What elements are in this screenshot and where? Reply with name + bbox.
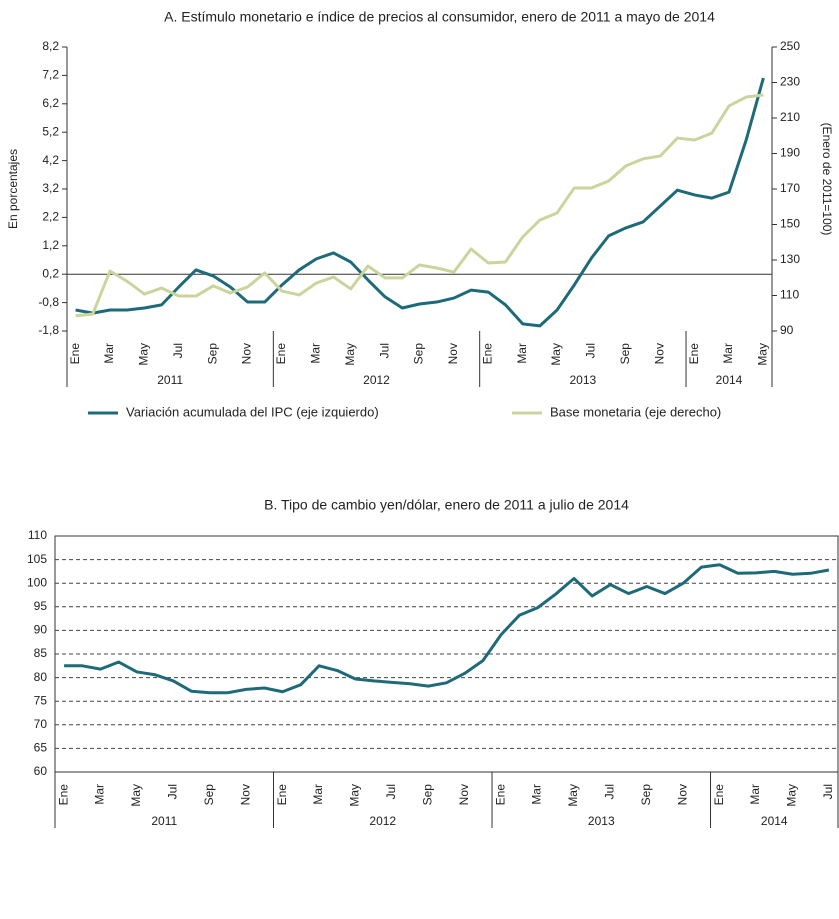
- y2-tick-label: 90: [780, 323, 794, 337]
- x-tick-label: Nov: [240, 343, 254, 364]
- group-label: 2014: [716, 373, 743, 387]
- y-tick-label: 4,2: [42, 153, 59, 167]
- y2-tick-label: 210: [780, 110, 800, 124]
- x-tick-label: May: [137, 343, 151, 366]
- group-label: 2011: [151, 814, 177, 828]
- y-tick-label: 95: [34, 599, 48, 613]
- x-tick-label: Mar: [530, 784, 544, 805]
- y-tick-label: 7,2: [42, 68, 59, 82]
- x-tick-label: Ene: [275, 784, 289, 806]
- x-tick-label: May: [348, 784, 362, 807]
- x-tick-label: Mar: [748, 784, 762, 805]
- x-tick-label: Nov: [675, 784, 689, 805]
- group-label: 2013: [570, 373, 597, 387]
- x-tick-label: Mar: [309, 343, 323, 364]
- chart-title: A. Estímulo monetario e índice de precio…: [164, 9, 715, 25]
- y2-tick-label: 230: [780, 75, 800, 89]
- x-tick-label: Ene: [712, 784, 726, 806]
- x-tick-label: Jul: [584, 343, 598, 358]
- group-label: 2012: [363, 373, 390, 387]
- x-tick-label: Jul: [171, 343, 185, 358]
- y-tick-label: 75: [34, 693, 48, 707]
- y2-tick-label: 130: [780, 252, 800, 266]
- x-tick-label: Jul: [166, 784, 180, 799]
- x-tick-label: May: [756, 343, 770, 366]
- x-tick-label: Nov: [446, 343, 460, 364]
- group-label: 2011: [157, 373, 183, 387]
- group-label: 2013: [588, 814, 615, 828]
- series-line: [64, 563, 830, 695]
- x-tick-label: Nov: [652, 343, 666, 364]
- x-tick-label: Sep: [202, 784, 216, 806]
- x-tick-label: Ene: [274, 343, 288, 365]
- x-tick-label: Sep: [420, 784, 434, 806]
- y2-tick-label: 190: [780, 146, 800, 160]
- y-tick-label: 8,2: [42, 39, 59, 53]
- x-tick-label: Ene: [687, 343, 701, 365]
- y-tick-label: 105: [27, 552, 47, 566]
- x-tick-label: Mar: [311, 784, 325, 805]
- x-tick-label: May: [566, 784, 580, 807]
- y-tick-label: 1,2: [42, 238, 59, 252]
- x-tick-label: Mar: [93, 784, 107, 805]
- x-tick-label: Sep: [639, 784, 653, 806]
- x-tick-label: Sep: [205, 343, 219, 365]
- x-tick-label: May: [343, 343, 357, 366]
- y-tick-label: 0,2: [42, 266, 59, 280]
- y-tick-label: 2,2: [42, 210, 59, 224]
- x-tick-label: Mar: [102, 343, 116, 364]
- x-tick-label: Ene: [480, 343, 494, 365]
- x-tick-label: May: [785, 784, 799, 807]
- legend-label: Variación acumulada del IPC (eje izquier…: [126, 404, 379, 419]
- x-tick-label: May: [549, 343, 563, 366]
- y-tick-label: 80: [34, 670, 48, 684]
- legend-label: Base monetaria (eje derecho): [550, 404, 721, 419]
- x-tick-label: Ene: [56, 784, 70, 806]
- x-tick-label: Sep: [412, 343, 426, 365]
- y2-tick-label: 110: [780, 288, 799, 302]
- x-tick-label: Mar: [515, 343, 529, 364]
- x-tick-label: Jul: [377, 343, 391, 358]
- y-tick-label: 60: [34, 764, 48, 778]
- series-line: [75, 93, 764, 318]
- y-tick-label: 100: [27, 575, 47, 589]
- x-tick-label: Ene: [68, 343, 82, 365]
- y2-tick-label: 170: [780, 181, 800, 195]
- chart-title: B. Tipo de cambio yen/dólar, enero de 20…: [264, 497, 629, 513]
- y-tick-label: 65: [34, 741, 48, 755]
- series-line: [75, 77, 765, 328]
- y-tick-label: 90: [34, 623, 48, 637]
- group-label: 2014: [761, 814, 788, 828]
- x-tick-label: Jul: [821, 784, 835, 799]
- x-tick-label: May: [129, 784, 143, 807]
- x-tick-label: Jul: [384, 784, 398, 799]
- y-tick-label: -0,8: [38, 295, 59, 309]
- y2-axis-label: (Enero de 2011=100): [820, 123, 834, 236]
- x-tick-label: Nov: [457, 784, 471, 805]
- y-tick-label: -1,8: [38, 323, 59, 337]
- x-tick-label: Jul: [603, 784, 617, 799]
- y2-tick-label: 150: [780, 217, 800, 231]
- y-tick-label: 70: [34, 717, 48, 731]
- y-tick-label: 110: [28, 528, 47, 542]
- y-tick-label: 6,2: [42, 96, 59, 110]
- y-axis-label: En porcentajes: [6, 149, 20, 229]
- y-tick-label: 5,2: [42, 124, 59, 138]
- x-tick-label: Sep: [618, 343, 632, 365]
- x-tick-label: Ene: [493, 784, 507, 806]
- y-tick-label: 3,2: [42, 181, 59, 195]
- x-tick-label: Nov: [238, 784, 252, 805]
- y2-tick-label: 250: [780, 39, 800, 53]
- y-tick-label: 85: [34, 646, 48, 660]
- x-tick-label: Mar: [721, 343, 735, 364]
- group-label: 2012: [369, 814, 396, 828]
